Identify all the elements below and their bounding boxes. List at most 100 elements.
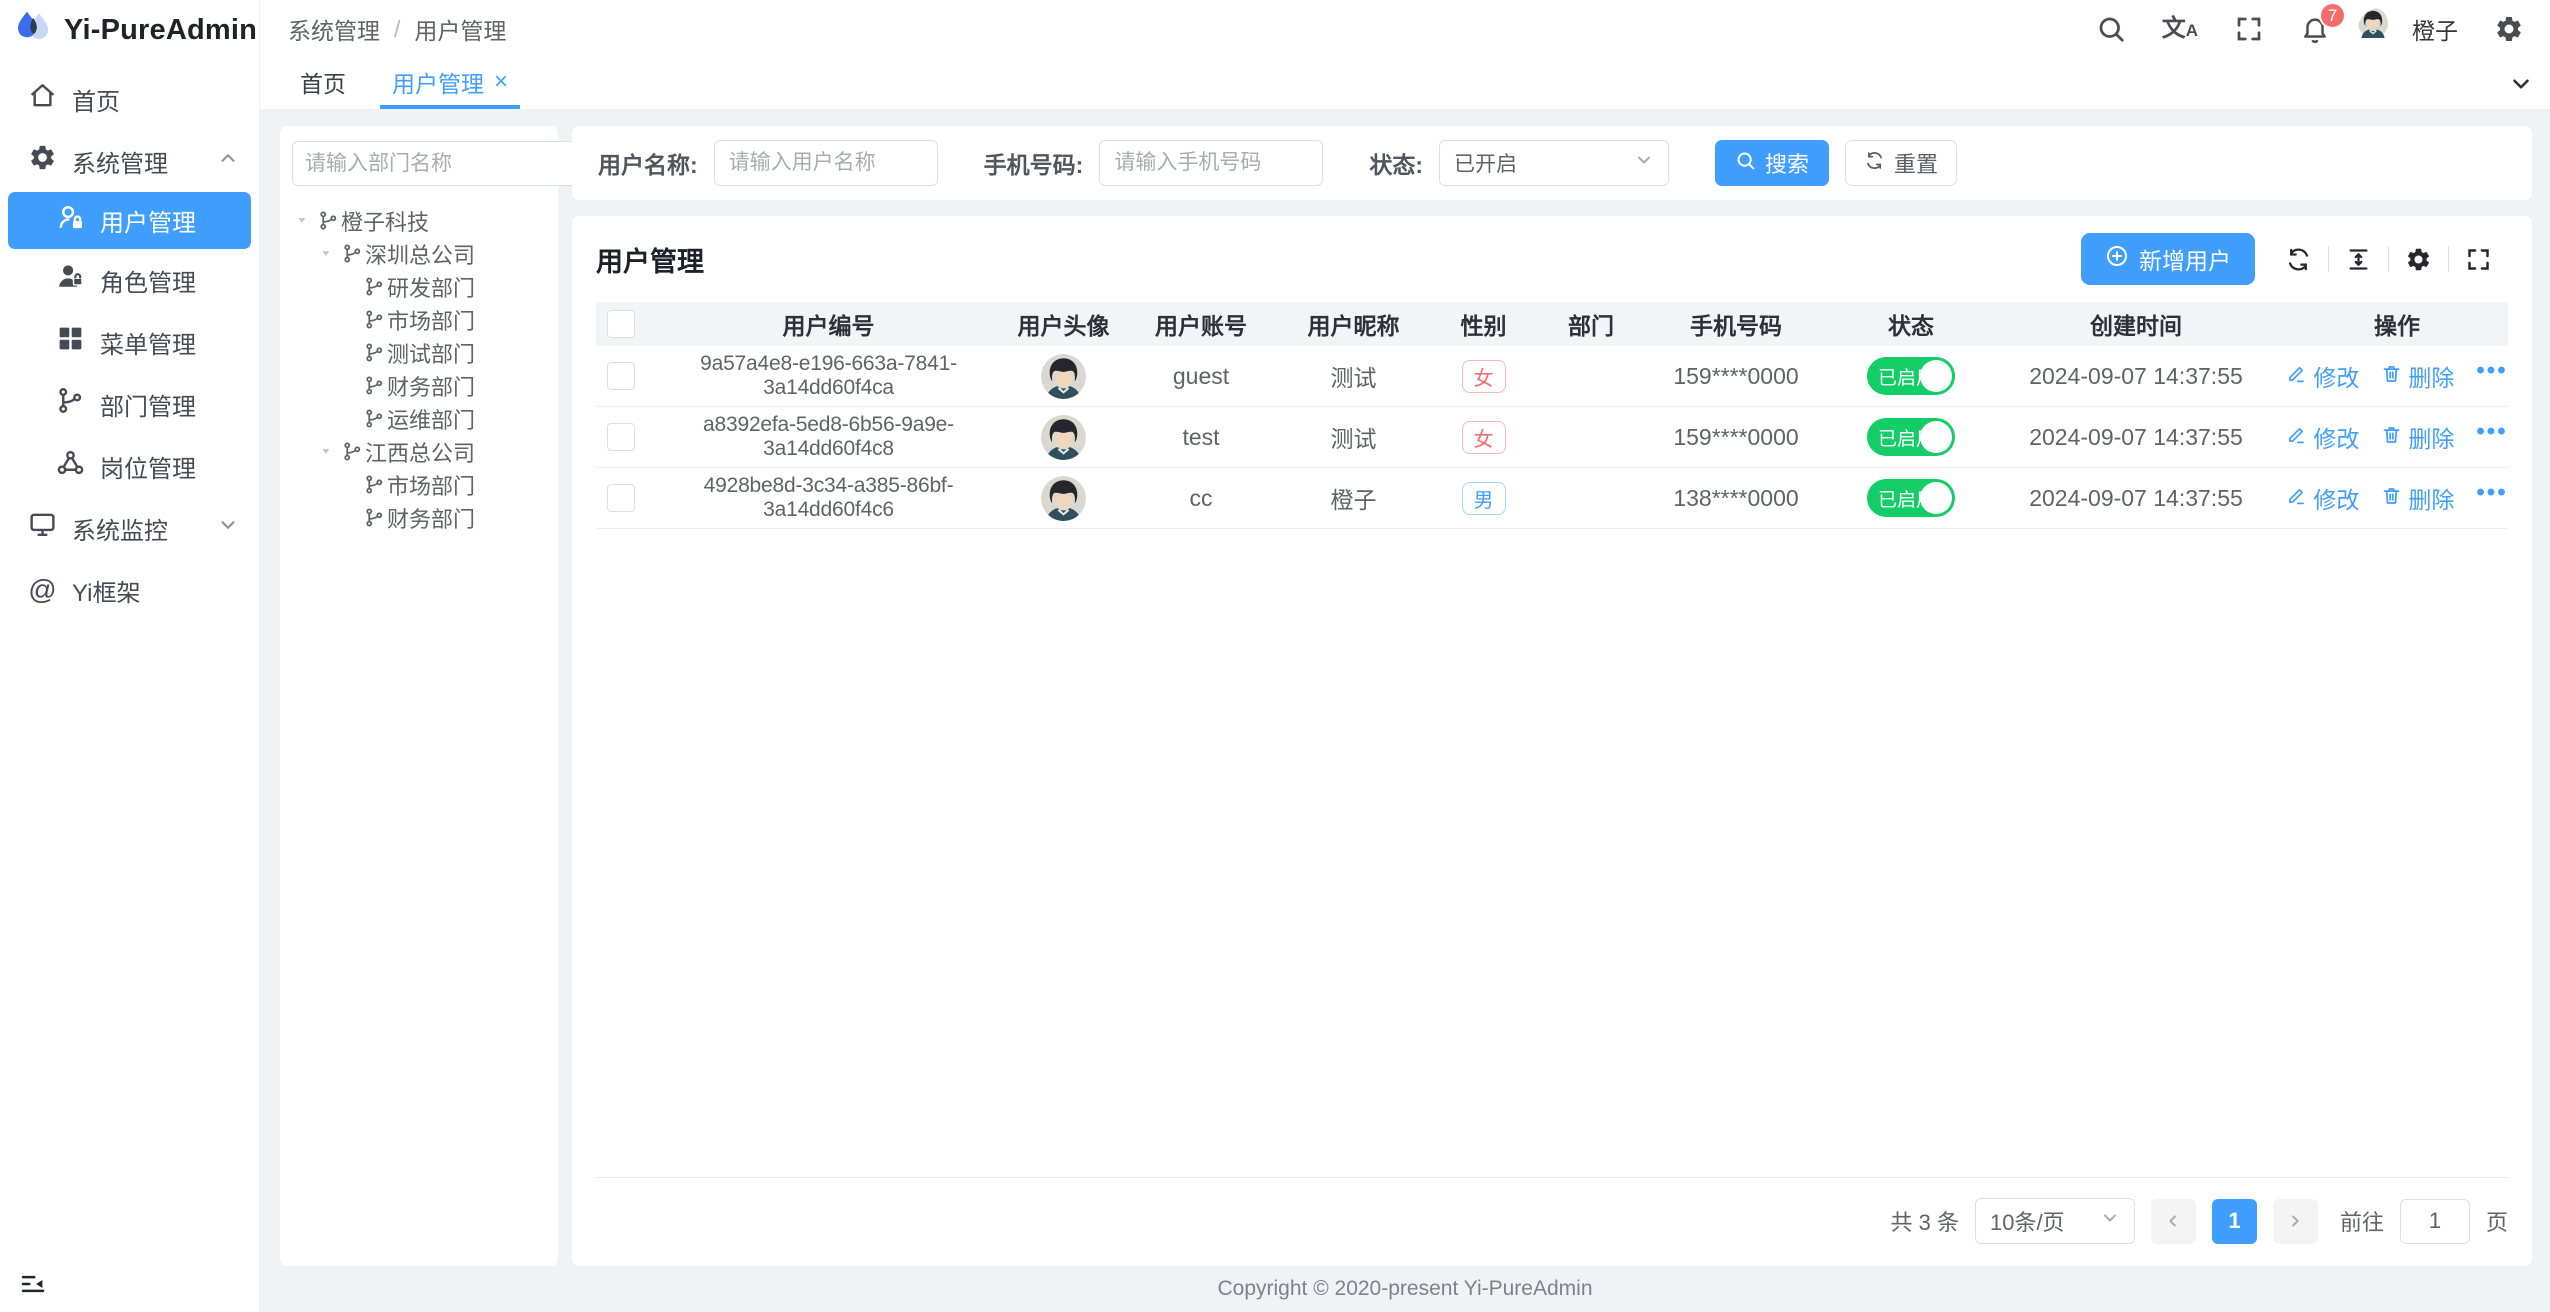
caret-down-icon[interactable] bbox=[320, 247, 342, 261]
goto-label: 前往 bbox=[2339, 1210, 2384, 1235]
sidebar-item-system-management[interactable]: 系统管理 bbox=[0, 130, 259, 192]
user-menu[interactable]: 橙子 bbox=[2358, 8, 2458, 50]
row-checkbox[interactable] bbox=[607, 423, 635, 451]
delete-link[interactable]: 删除 bbox=[2381, 359, 2454, 393]
edit-link[interactable]: 修改 bbox=[2286, 420, 2359, 454]
refresh-icon[interactable] bbox=[2269, 246, 2328, 273]
breadcrumb: 系统管理 / 用户管理 bbox=[288, 12, 506, 46]
sidebar-item-system-monitor[interactable]: 系统监控 bbox=[0, 497, 259, 559]
translate-icon[interactable]: 文A bbox=[2161, 15, 2198, 42]
search-button[interactable]: 搜索 bbox=[1715, 140, 1830, 186]
settings-gear-icon[interactable] bbox=[2494, 14, 2524, 44]
sidebar-item-home[interactable]: 首页 bbox=[0, 68, 259, 130]
status-toggle[interactable]: 已启用 bbox=[1867, 357, 1955, 395]
breadcrumb-item-current[interactable]: 用户管理 bbox=[414, 18, 507, 44]
sidebar: Yi-PureAdmin 首页 系统管理 用户管理 角色管理 bbox=[0, 0, 260, 1312]
phone-input[interactable] bbox=[1099, 140, 1324, 186]
sidebar-item-role-management[interactable]: 角色管理 bbox=[0, 249, 259, 311]
notification-bell-icon[interactable]: 7 bbox=[2300, 2, 2346, 44]
tab-menu-chevron-icon[interactable] bbox=[2508, 58, 2534, 109]
user-id-cell: a8392efa-5ed8-6b56-9a9e-3a14dd60f4c8 bbox=[703, 413, 954, 460]
user-avatar bbox=[1041, 353, 1086, 399]
tree-node[interactable]: 测试部门 bbox=[292, 336, 546, 369]
tree-node[interactable]: 江西总公司 bbox=[292, 435, 546, 468]
select-all-checkbox[interactable] bbox=[607, 310, 635, 338]
add-user-button[interactable]: 新增用户 bbox=[2081, 233, 2255, 285]
edit-link[interactable]: 修改 bbox=[2286, 359, 2359, 393]
row-checkbox[interactable] bbox=[607, 484, 635, 512]
tree-node[interactable]: 财务部门 bbox=[292, 501, 546, 534]
tab-user-management[interactable]: 用户管理 × bbox=[380, 58, 521, 109]
edit-pencil-icon bbox=[2286, 424, 2307, 451]
chevron-down-icon bbox=[2100, 1208, 2120, 1234]
sidebar-item-menu-management[interactable]: 菜单管理 bbox=[0, 311, 259, 373]
dept-node-icon bbox=[342, 441, 363, 462]
tree-node[interactable]: 财务部门 bbox=[292, 369, 546, 402]
table-header: 用户编号 用户头像 用户账号 用户昵称 性别 部门 手机号码 状态 创建时间 操… bbox=[596, 302, 2508, 346]
tab-label: 首页 bbox=[300, 70, 346, 97]
sidebar-item-user-management[interactable]: 用户管理 bbox=[8, 192, 251, 249]
page-number-button[interactable]: 1 bbox=[2211, 1198, 2257, 1244]
row-density-icon[interactable] bbox=[2329, 246, 2388, 273]
column-header: 用户编号 bbox=[782, 313, 875, 339]
logo-row[interactable]: Yi-PureAdmin bbox=[0, 0, 259, 60]
user-id-cell: 4928be8d-3c34-a385-86bf-3a14dd60f4c6 bbox=[703, 474, 954, 521]
sidebar-item-dept-management[interactable]: 部门管理 bbox=[0, 373, 259, 435]
sidebar-collapse-button[interactable] bbox=[0, 1260, 259, 1312]
notification-badge: 7 bbox=[2319, 2, 2346, 29]
status-toggle[interactable]: 已启用 bbox=[1867, 479, 1955, 517]
caret-down-icon[interactable] bbox=[320, 445, 342, 459]
more-actions-icon[interactable]: ••• bbox=[2476, 357, 2508, 385]
created-time-cell: 2024-09-07 14:37:55 bbox=[2029, 423, 2243, 450]
gender-tag: 男 bbox=[1461, 481, 1506, 515]
tree-node[interactable]: 运维部门 bbox=[292, 402, 546, 435]
page-size-select[interactable]: 10条/页 bbox=[1974, 1198, 2135, 1244]
reset-button[interactable]: 重置 bbox=[1845, 140, 1958, 186]
dept-node-icon bbox=[364, 342, 385, 363]
tree-node[interactable]: 研发部门 bbox=[292, 270, 546, 303]
status-select[interactable]: 已开启 bbox=[1439, 140, 1670, 186]
table-row: 4928be8d-3c34-a385-86bf-3a14dd60f4c6 cc … bbox=[596, 468, 2508, 529]
tree-node[interactable]: 橙子科技 bbox=[292, 204, 546, 237]
trash-icon bbox=[2381, 485, 2402, 512]
user-account-cell: test bbox=[1182, 423, 1220, 450]
breadcrumb-item[interactable]: 系统管理 bbox=[288, 18, 380, 44]
goto-page-input[interactable] bbox=[2399, 1198, 2470, 1244]
username-input[interactable] bbox=[713, 140, 938, 186]
delete-link[interactable]: 删除 bbox=[2381, 481, 2454, 515]
menu-fold-icon bbox=[18, 1269, 48, 1304]
edit-link[interactable]: 修改 bbox=[2286, 481, 2359, 515]
edit-pencil-icon bbox=[2286, 485, 2307, 512]
chevron-up-icon bbox=[217, 147, 239, 176]
tab-home[interactable]: 首页 bbox=[288, 58, 358, 109]
status-toggle[interactable]: 已启用 bbox=[1867, 418, 1955, 456]
column-settings-gear-icon[interactable] bbox=[2389, 246, 2448, 273]
tree-node[interactable]: 深圳总公司 bbox=[292, 237, 546, 270]
more-actions-icon[interactable]: ••• bbox=[2476, 418, 2508, 446]
caret-down-icon[interactable] bbox=[296, 214, 318, 228]
delete-link[interactable]: 删除 bbox=[2381, 420, 2454, 454]
fullscreen-icon[interactable] bbox=[2234, 14, 2264, 44]
tree-node-label: 江西总公司 bbox=[365, 440, 476, 466]
content: 橙子科技 深圳总公司 研发部门 bbox=[260, 110, 2550, 1266]
tab-close-icon[interactable]: × bbox=[494, 67, 509, 95]
topbar: 系统管理 / 用户管理 文A 7 橙子 bbox=[260, 0, 2550, 58]
prev-page-button[interactable] bbox=[2150, 1198, 2196, 1244]
sidebar-item-label: Yi框架 bbox=[72, 579, 141, 607]
table-fullscreen-icon[interactable] bbox=[2449, 246, 2508, 273]
tree-node[interactable]: 市场部门 bbox=[292, 303, 546, 336]
sidebar-item-post-management[interactable]: 岗位管理 bbox=[0, 435, 259, 497]
next-page-button[interactable] bbox=[2272, 1198, 2318, 1244]
sidebar-item-yi-framework[interactable]: @ Yi框架 bbox=[0, 559, 259, 621]
search-icon[interactable] bbox=[2096, 14, 2126, 44]
row-checkbox[interactable] bbox=[607, 362, 635, 390]
dept-search-input[interactable] bbox=[305, 151, 576, 176]
tree-node[interactable]: 市场部门 bbox=[292, 468, 546, 501]
search-icon bbox=[1735, 150, 1756, 177]
phone-cell: 159****0000 bbox=[1673, 362, 1799, 389]
sidebar-item-label: 首页 bbox=[72, 88, 120, 116]
user-nickname-cell: 橙子 bbox=[1330, 487, 1377, 513]
column-header: 创建时间 bbox=[2090, 313, 2182, 339]
more-actions-icon[interactable]: ••• bbox=[2476, 479, 2508, 507]
